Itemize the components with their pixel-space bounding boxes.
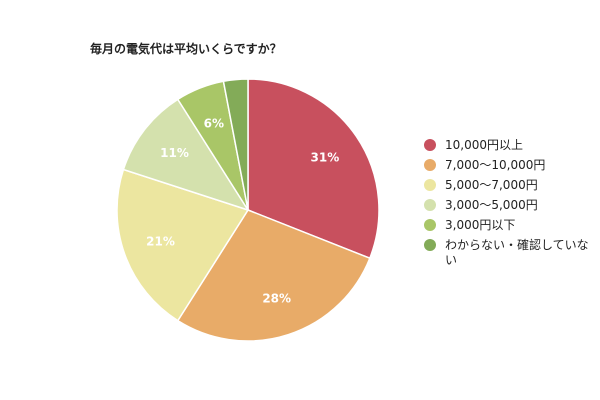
legend-item-2: 5,000〜7,000円 [424, 178, 600, 193]
pie-slice-3 [122, 98, 250, 212]
legend-item-3: 3,000〜5,000円 [424, 198, 600, 213]
pie-slice-label-1: 28% [262, 291, 291, 305]
pie-slice-5 [222, 78, 249, 211]
chart-title: 毎月の電気代は平均いくらですか？ [90, 42, 282, 56]
legend-swatch-0 [424, 139, 436, 151]
legend-item-5: わからない・確認していない [424, 238, 600, 268]
legend-swatch-5 [424, 239, 436, 251]
legend-swatch-4 [424, 219, 436, 231]
pie-slice-label-4: 6% [204, 117, 224, 131]
legend-label-1: 7,000〜10,000円 [445, 158, 546, 172]
legend-swatch-1 [424, 159, 436, 171]
pie-slice-0 [247, 78, 380, 260]
chart-legend: 10,000円以上 7,000〜10,000円 5,000〜7,000円 3,000〜… [424, 138, 600, 273]
pie-slice-label-2: 21% [146, 235, 175, 249]
legend-label-0: 10,000円以上 [445, 138, 523, 152]
pie-slice-1 [176, 209, 371, 342]
legend-swatch-2 [424, 179, 436, 191]
legend-item-4: 3,000円以下 [424, 218, 600, 233]
legend-label-3: 3,000〜5,000円 [445, 198, 538, 212]
legend-item-1: 7,000〜10,000円 [424, 158, 600, 173]
legend-item-0: 10,000円以上 [424, 138, 600, 153]
legend-label-2: 5,000〜7,000円 [445, 178, 538, 192]
legend-label-4: 3,000円以下 [445, 218, 516, 232]
legend-swatch-3 [424, 199, 436, 211]
pie-slice-label-0: 31% [311, 151, 340, 165]
legend-label-5: わからない・確認していない [445, 238, 589, 267]
pie-slice-label-3: 11% [160, 146, 189, 160]
pie-slice-2 [116, 168, 250, 322]
